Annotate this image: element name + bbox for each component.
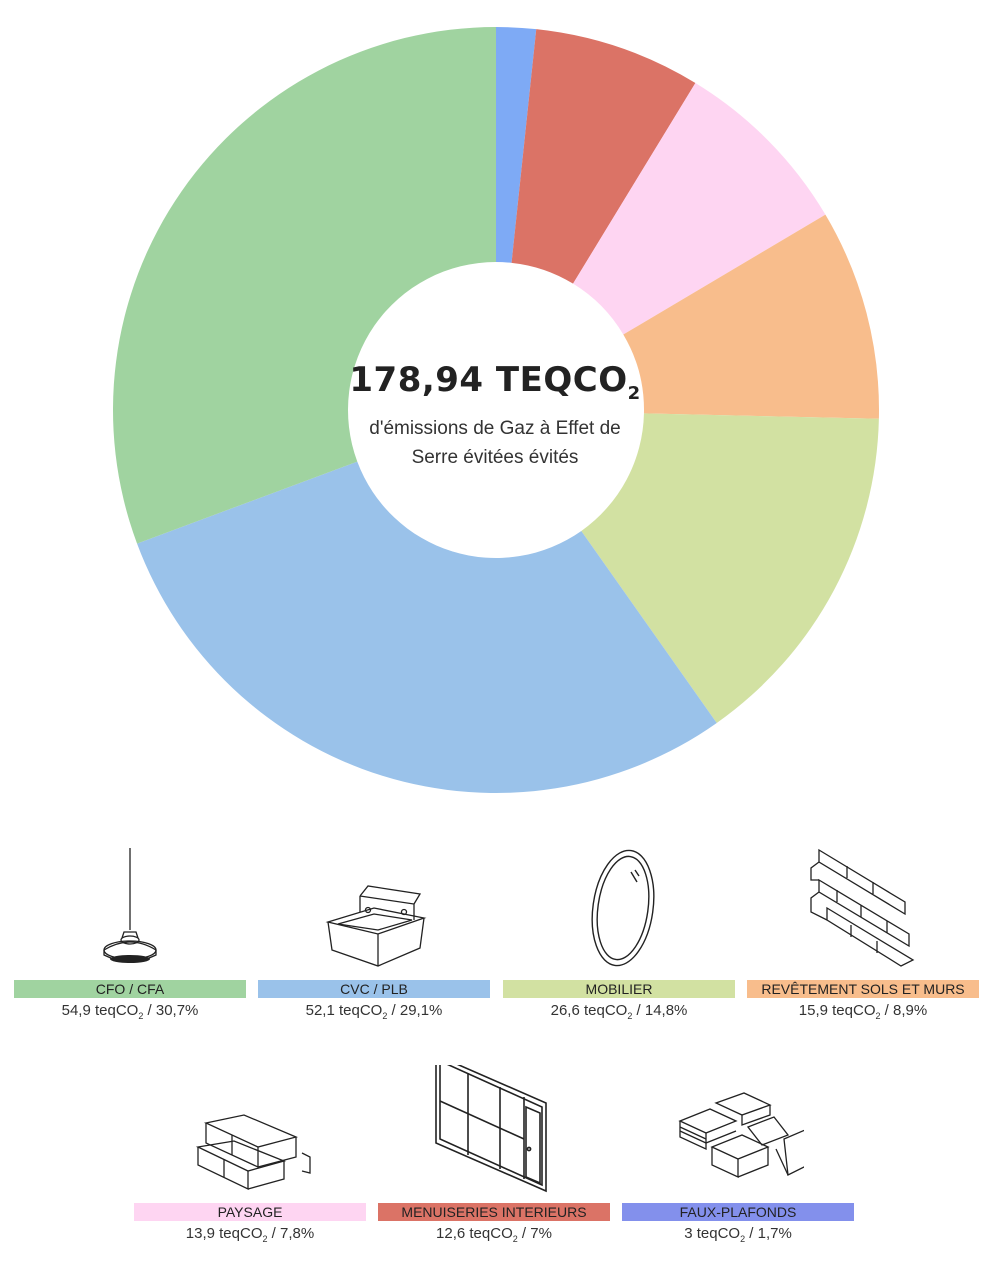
legend-label: PAYSAGE: [134, 1203, 366, 1221]
legend-value: 26,6 teqCO2 / 14,8%: [550, 1002, 688, 1021]
ceiling-tiles-icon: [678, 1092, 804, 1179]
slice-cvc-plb: [137, 461, 717, 793]
slice-paysage: [573, 83, 826, 335]
pendant-lamp-icon: [103, 848, 157, 963]
legend-value: 3 teqCO2 / 1,7%: [684, 1225, 792, 1244]
legend-label: MENUISERIES INTERIEURS: [378, 1203, 610, 1221]
mirror-icon: [591, 849, 655, 967]
legend-item-cfo-cfa: CFO / CFA 54,9 teqCO2 / 30,7%: [14, 842, 246, 1021]
bricks-icon: [810, 848, 915, 967]
donut-center: 178,94 TEQCO2 d'émissions de Gaz à Effet…: [345, 360, 645, 472]
slice-menuiseries-interieurs: [511, 29, 696, 284]
legend-item-cvc-plb: CVC / PLB 52,1 teqCO2 / 29,1%: [258, 842, 490, 1021]
legend-item-faux-plafonds: FAUX-PLAFONDS 3 teqCO2 / 1,7%: [622, 1065, 854, 1244]
slice-cfo-cfa: [112, 27, 496, 544]
slice-rev-tement-sols-et-murs: [623, 214, 879, 419]
total-emissions: 178,94 TEQCO2: [349, 360, 641, 404]
legend-label: MOBILIER: [503, 980, 735, 998]
legend-label: FAUX-PLAFONDS: [622, 1203, 854, 1221]
total-subtitle: d'émissions de Gaz à Effet de Serre évit…: [369, 418, 621, 468]
legend-label: CVC / PLB: [258, 980, 490, 998]
slice-mobilier: [581, 413, 879, 723]
slice-faux-plafonds: [496, 27, 537, 263]
donut-chart: [112, 27, 879, 793]
sink-icon: [325, 885, 427, 967]
legend-item-mobilier: MOBILIER 26,6 teqCO2 / 14,8%: [503, 842, 735, 1021]
legend-item-revetement: REVÊTEMENT SOLS ET MURS 15,9 teqCO2 / 8,…: [747, 842, 979, 1021]
glass-partition-icon: [435, 1065, 547, 1193]
legend-item-paysage: PAYSAGE 13,9 teqCO2 / 7,8%: [134, 1065, 366, 1244]
legend-value: 54,9 teqCO2 / 30,7%: [61, 1002, 199, 1021]
legend-value: 15,9 teqCO2 / 8,9%: [798, 1002, 928, 1021]
legend-value: 12,6 teqCO2 / 7%: [436, 1225, 552, 1244]
legend-value: 13,9 teqCO2 / 7,8%: [185, 1225, 315, 1244]
legend-value: 52,1 teqCO2 / 29,1%: [305, 1002, 443, 1021]
stone-blocks-icon: [195, 1114, 311, 1191]
legend-label: CFO / CFA: [14, 980, 246, 998]
legend-label: REVÊTEMENT SOLS ET MURS: [747, 980, 979, 998]
legend-item-menuiseries: MENUISERIES INTERIEURS 12,6 teqCO2 / 7%: [378, 1065, 610, 1244]
